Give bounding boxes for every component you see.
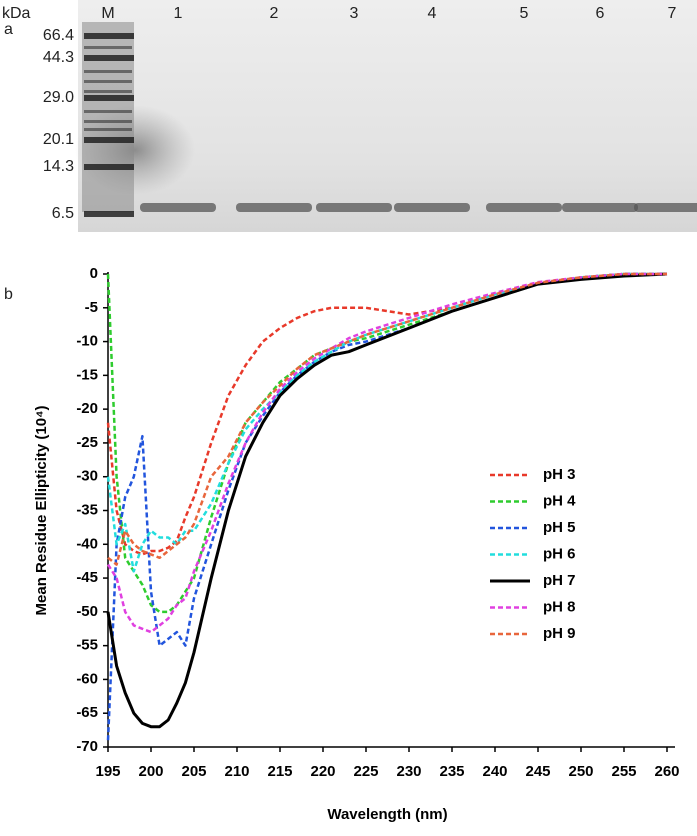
- x-tick-label: 195: [95, 763, 120, 780]
- unit-label: kDa: [2, 5, 31, 22]
- data-line: [106, 272, 667, 573]
- x-tick-label: 230: [396, 763, 421, 780]
- lane-label: 3: [350, 5, 359, 22]
- lane-label: 7: [668, 5, 677, 22]
- x-tick-label: 260: [654, 763, 679, 780]
- marker-band: [84, 128, 132, 131]
- protein-band: [634, 203, 697, 212]
- y-tick-label: 0: [90, 265, 98, 282]
- marker-label: 44.3: [43, 49, 74, 66]
- y-tick-label: -60: [76, 670, 98, 687]
- lane-label: M: [101, 5, 114, 22]
- lane-label: 5: [520, 5, 529, 22]
- y-tick-label: -35: [76, 501, 98, 518]
- y-tick-label: -10: [76, 333, 98, 350]
- x-tick-label: 210: [224, 763, 249, 780]
- y-tick-label: -20: [76, 400, 98, 417]
- gel-background: [78, 0, 697, 232]
- plot: 0 -5 -10 -15 -20 -25 -30 -35 -40 -45 -50 -55 -60 -65 -…: [33, 265, 680, 823]
- y-tick-label: -50: [76, 603, 98, 620]
- x-tick-label: 250: [568, 763, 593, 780]
- legend-label: pH 8: [543, 598, 576, 615]
- x-tick-label: 220: [310, 763, 335, 780]
- marker-band: [84, 90, 132, 93]
- y-axis-title: Mean Residue Ellipticity (10⁴): [33, 406, 50, 616]
- marker-band: [84, 110, 132, 113]
- gel-panel: a kDa M 1 2 3 4 5 6 7 66.4 44.3 29.0 20.1 14.3 6.5: [2, 0, 697, 232]
- y-tick-label: -15: [76, 366, 98, 383]
- x-tick-label: 245: [525, 763, 550, 780]
- protein-band: [562, 203, 638, 212]
- marker-band: [84, 164, 134, 170]
- marker-label: 6.5: [52, 205, 74, 222]
- y-tick-label: -55: [76, 637, 98, 654]
- x-tick-label: 215: [267, 763, 292, 780]
- x-axis-title: Wavelength (nm): [327, 806, 447, 823]
- x-tick-label: 205: [181, 763, 206, 780]
- marker-label: 66.4: [43, 27, 74, 44]
- data-line: [106, 272, 667, 556]
- panel-label: a: [4, 21, 13, 38]
- protein-band: [486, 203, 562, 212]
- lane-label: 6: [596, 5, 605, 22]
- lane-label: 4: [428, 5, 437, 22]
- x-tick-label: 235: [439, 763, 464, 780]
- y-tick-label: -5: [85, 299, 98, 316]
- x-tick-label: 200: [138, 763, 163, 780]
- y-tick-label: -40: [76, 535, 98, 552]
- protein-band: [140, 203, 216, 212]
- legend-label: pH 4: [543, 492, 576, 509]
- x-tick-label: 225: [353, 763, 378, 780]
- protein-band: [236, 203, 312, 212]
- marker-band: [84, 95, 134, 101]
- y-tick-label: -45: [76, 569, 98, 586]
- protein-band: [316, 203, 392, 212]
- legend-label: pH 9: [543, 625, 576, 642]
- lane-label: 2: [270, 5, 279, 22]
- legend-label: pH 7: [543, 572, 576, 589]
- data-line: [106, 272, 667, 634]
- y-tick-label: -30: [76, 468, 98, 485]
- marker-band: [84, 46, 132, 49]
- data-line: [106, 272, 667, 741]
- marker-lane: [82, 22, 134, 212]
- legend-label: pH 6: [543, 545, 576, 562]
- marker-band: [84, 70, 132, 73]
- x-tick-label: 240: [482, 763, 507, 780]
- marker-band: [84, 137, 134, 143]
- marker-band: [84, 33, 134, 39]
- y-tick-label: -25: [76, 434, 98, 451]
- marker-band: [84, 120, 132, 123]
- x-tick-label: 255: [611, 763, 636, 780]
- marker-band: [84, 211, 134, 217]
- marker-label: 29.0: [43, 89, 74, 106]
- marker-band: [84, 80, 132, 83]
- marker-band: [84, 55, 134, 61]
- data-line: [107, 272, 667, 566]
- legend-label: pH 5: [543, 519, 576, 536]
- panel-label: b: [4, 286, 13, 303]
- data-line: [106, 272, 668, 729]
- protein-band: [394, 203, 470, 212]
- y-tick-label: -65: [76, 704, 98, 721]
- marker-label: 14.3: [43, 158, 74, 175]
- y-tick-label: -70: [76, 738, 98, 755]
- lane-label: 1: [174, 5, 183, 22]
- marker-label: 20.1: [43, 131, 74, 148]
- legend-label: pH 3: [543, 466, 576, 483]
